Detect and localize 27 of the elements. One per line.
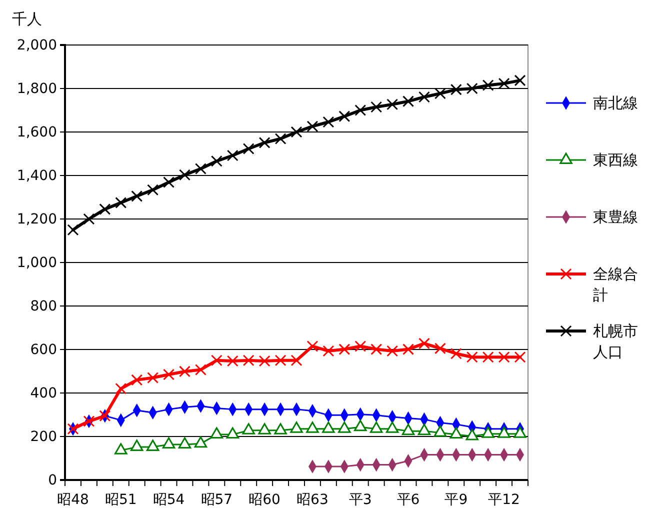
- y-tick-label: 1,000: [16, 254, 57, 271]
- y-axis-title: 千人: [12, 10, 42, 28]
- legend-label: 全線合計: [593, 265, 638, 304]
- x-tick-label: 昭51: [104, 492, 137, 508]
- x-tick-label: 平6: [396, 492, 420, 508]
- x-tick-label: 昭63: [296, 492, 328, 508]
- y-tick-label: 600: [30, 342, 57, 358]
- y-tick-label: 1,200: [16, 211, 57, 228]
- y-tick-label: 2,000: [16, 37, 57, 54]
- x-tick-label: 昭57: [200, 492, 233, 508]
- y-tick-label: 400: [30, 385, 57, 402]
- x-tick-label: 平3: [348, 492, 372, 508]
- legend-label: 東西線: [593, 151, 638, 169]
- legend-label: 東豊線: [593, 208, 638, 226]
- x-tick-label: 昭54: [152, 492, 185, 508]
- y-tick-label: 1,600: [16, 124, 57, 140]
- x-tick-label: 昭48: [57, 492, 89, 508]
- x-tick-label: 昭60: [248, 492, 280, 508]
- y-tick-label: 1,400: [16, 168, 57, 184]
- y-tick-label: 200: [30, 428, 57, 445]
- x-tick-label: 平12: [488, 492, 520, 508]
- legend-label: 札幌市人口: [593, 322, 638, 361]
- x-tick-label: 平9: [444, 492, 468, 508]
- legend-label: 南北線: [593, 94, 638, 112]
- y-tick-label: 0: [48, 472, 57, 488]
- y-tick-label: 1,800: [16, 80, 57, 97]
- y-tick-label: 800: [30, 298, 57, 314]
